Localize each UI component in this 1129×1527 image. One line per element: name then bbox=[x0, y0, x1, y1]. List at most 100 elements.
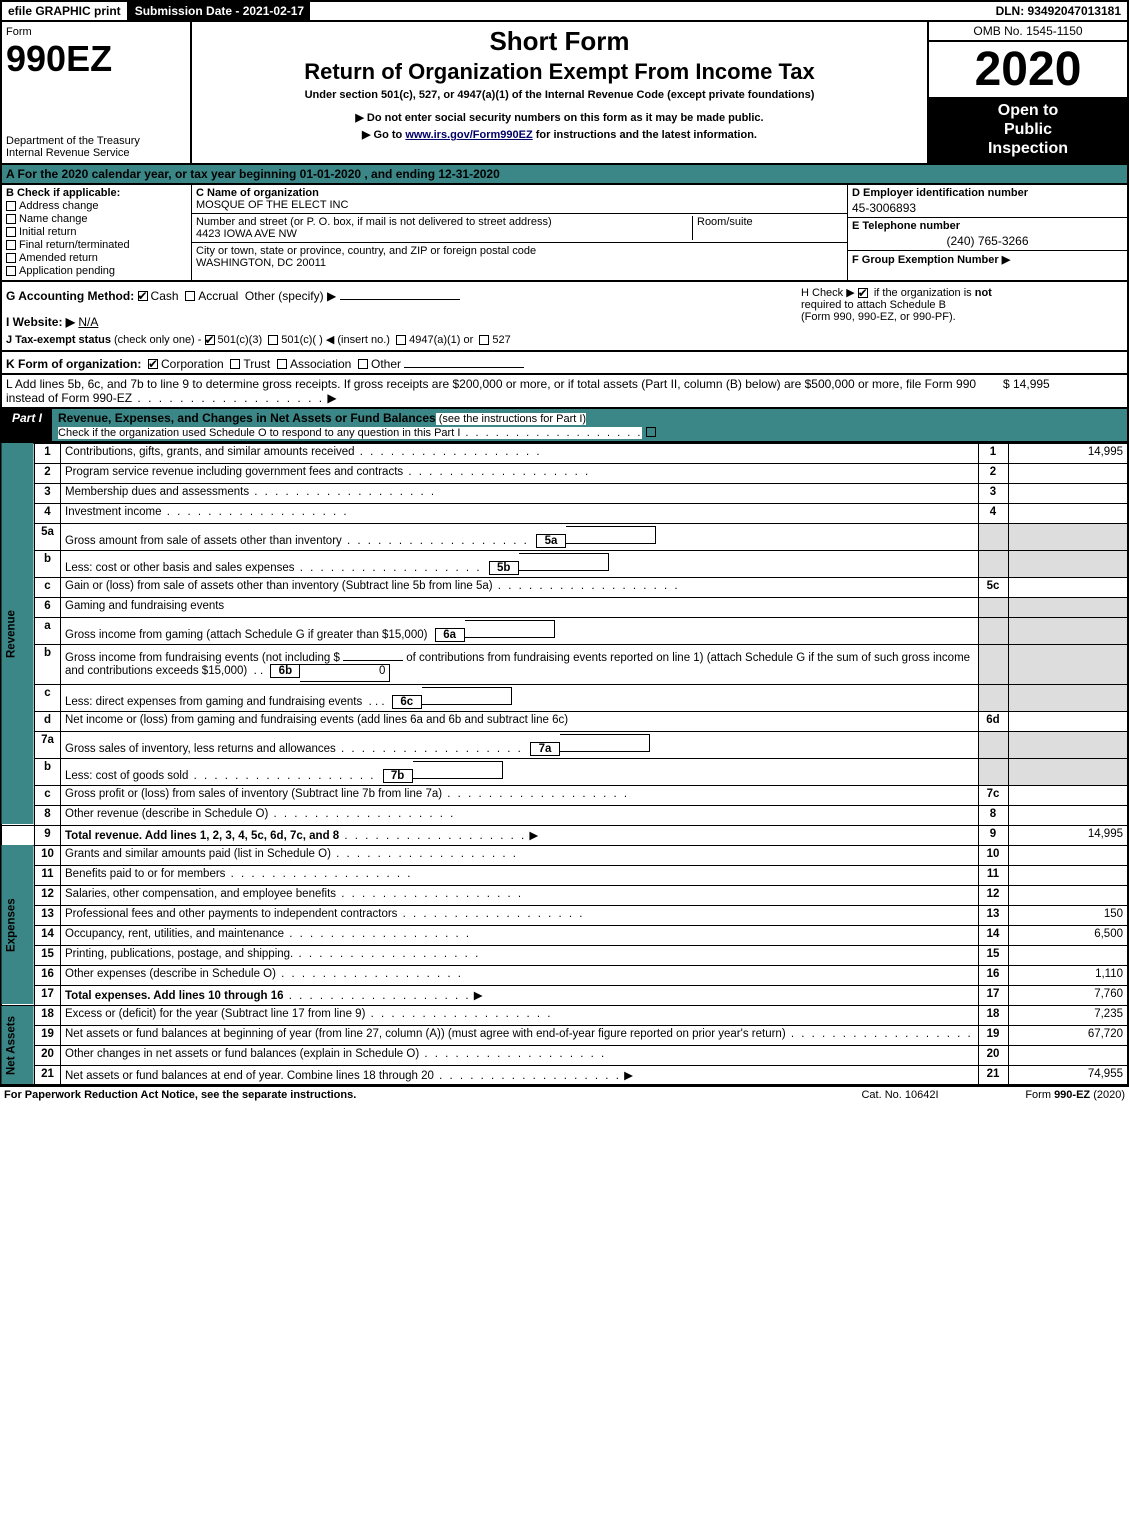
insp2: Public bbox=[933, 120, 1123, 139]
sub3-post: for instructions and the latest informat… bbox=[533, 129, 757, 141]
cb-501c[interactable] bbox=[268, 335, 278, 345]
ln19-num: 19 bbox=[35, 1025, 61, 1045]
ln12-amt bbox=[1008, 885, 1128, 905]
ln9-col: 9 bbox=[978, 825, 1008, 845]
ln2-amt bbox=[1008, 463, 1128, 483]
cb-corp[interactable] bbox=[148, 359, 158, 369]
return-title: Return of Organization Exempt From Incom… bbox=[200, 59, 919, 85]
section-def: D Employer identification number 45-3006… bbox=[847, 185, 1127, 280]
cb-address-change[interactable]: Address change bbox=[6, 200, 187, 212]
cb-other-org[interactable] bbox=[358, 359, 368, 369]
part1-label: Part I bbox=[2, 409, 52, 441]
k-label: K Form of organization: bbox=[6, 357, 141, 371]
ln6c-box: 6c bbox=[392, 695, 422, 709]
ln7c-col: 7c bbox=[978, 785, 1008, 805]
f-group-label: F Group Exemption Number ▶ bbox=[852, 254, 1010, 266]
cb-cash[interactable] bbox=[138, 291, 148, 301]
cb-amended-return[interactable]: Amended return bbox=[6, 252, 187, 264]
ln6c-num: c bbox=[35, 684, 61, 711]
ln13-desc: Professional fees and other payments to … bbox=[61, 905, 979, 925]
g-other-field[interactable] bbox=[340, 286, 460, 300]
ln11-amt bbox=[1008, 865, 1128, 885]
org-street: 4423 IOWA AVE NW bbox=[196, 228, 297, 240]
ln6b-fill[interactable] bbox=[343, 647, 403, 661]
ln9-num: 9 bbox=[35, 825, 61, 845]
ln7a-num: 7a bbox=[35, 731, 61, 758]
ln8-num: 8 bbox=[35, 805, 61, 825]
form-header: Form 990EZ Department of the Treasury In… bbox=[0, 22, 1129, 165]
dept-treasury: Department of the Treasury bbox=[6, 135, 186, 147]
ln20-amt bbox=[1008, 1045, 1128, 1065]
l-row: L Add lines 5b, 6c, and 7b to line 9 to … bbox=[0, 375, 1129, 409]
ln21-col: 21 bbox=[978, 1065, 1008, 1085]
j-opt2: 501(c)( ) ◀ (insert no.) bbox=[281, 334, 390, 346]
ln14-col: 14 bbox=[978, 925, 1008, 945]
ln6-desc: Gaming and fundraising events bbox=[61, 597, 979, 617]
ln5b-desc: Less: cost or other basis and sales expe… bbox=[61, 550, 979, 577]
cb-schedule-o[interactable] bbox=[646, 427, 656, 437]
l-amount: $ 14,995 bbox=[1003, 377, 1123, 405]
ln13-col: 13 bbox=[978, 905, 1008, 925]
ln2-col: 2 bbox=[978, 463, 1008, 483]
cb-527[interactable] bbox=[479, 335, 489, 345]
ln21-amt: 74,955 bbox=[1008, 1065, 1128, 1085]
form990ez-link[interactable]: www.irs.gov/Form990EZ bbox=[405, 129, 532, 141]
ln5c-desc: Gain or (loss) from sale of assets other… bbox=[61, 577, 979, 597]
ln10-desc: Grants and similar amounts paid (list in… bbox=[61, 845, 979, 865]
cb-name-change[interactable]: Name change bbox=[6, 213, 187, 225]
ln6b-desc: Gross income from fundraising events (no… bbox=[61, 644, 979, 684]
ln7b-val bbox=[413, 761, 503, 779]
ln5a-num: 5a bbox=[35, 523, 61, 550]
entity-block: B Check if applicable: Address change Na… bbox=[0, 185, 1129, 282]
ln5a-val bbox=[566, 526, 656, 544]
cb-accrual[interactable] bbox=[185, 291, 195, 301]
part1-title-wrap: Revenue, Expenses, and Changes in Net As… bbox=[52, 409, 1127, 441]
header-sub1: Under section 501(c), 527, or 4947(a)(1)… bbox=[200, 89, 919, 101]
ln10-num: 10 bbox=[35, 845, 61, 865]
cb-application-pending[interactable]: Application pending bbox=[6, 265, 187, 277]
ln18-desc: Excess or (deficit) for the year (Subtra… bbox=[61, 1005, 979, 1025]
ln20-col: 20 bbox=[978, 1045, 1008, 1065]
ln5c-num: c bbox=[35, 577, 61, 597]
cb-4947[interactable] bbox=[396, 335, 406, 345]
tax-year: 2020 bbox=[929, 42, 1127, 97]
j-note: (check only one) - bbox=[114, 334, 204, 346]
cb-final-return[interactable]: Final return/terminated bbox=[6, 239, 187, 251]
ln7b-desc: Less: cost of goods sold 7b bbox=[61, 758, 979, 785]
ln8-amt bbox=[1008, 805, 1128, 825]
h-text2: if the organization is bbox=[874, 287, 975, 299]
cb-initial-return[interactable]: Initial return bbox=[6, 226, 187, 238]
ln5b-val bbox=[519, 553, 609, 571]
phone-value: (240) 765-3266 bbox=[852, 234, 1123, 248]
part1-sub: Check if the organization used Schedule … bbox=[58, 427, 460, 439]
ln6c-val bbox=[422, 687, 512, 705]
ln17-amt: 7,760 bbox=[1008, 985, 1128, 1005]
cb-501c3[interactable] bbox=[205, 335, 215, 345]
h-block: H Check ▶ if the organization is not req… bbox=[793, 286, 1123, 346]
omb-number: OMB No. 1545-1150 bbox=[929, 22, 1127, 42]
ln7c-amt bbox=[1008, 785, 1128, 805]
efile-label: efile GRAPHIC print bbox=[2, 2, 129, 20]
ln13-num: 13 bbox=[35, 905, 61, 925]
g-cash: Cash bbox=[151, 289, 179, 303]
ln6b-val: 0 bbox=[300, 664, 390, 682]
header-sub3: ▶ Go to www.irs.gov/Form990EZ for instru… bbox=[200, 128, 919, 141]
g-accrual: Accrual bbox=[198, 289, 238, 303]
ln15-num: 15 bbox=[35, 945, 61, 965]
g-label: G Accounting Method: bbox=[6, 289, 134, 303]
h-text1: H Check ▶ bbox=[801, 287, 858, 299]
cb-trust[interactable] bbox=[230, 359, 240, 369]
org-city: WASHINGTON, DC 20011 bbox=[196, 257, 326, 269]
ln15-col: 15 bbox=[978, 945, 1008, 965]
ln11-desc: Benefits paid to or for members bbox=[61, 865, 979, 885]
cb-assoc[interactable] bbox=[277, 359, 287, 369]
ln1-col: 1 bbox=[978, 443, 1008, 463]
ln14-amt: 6,500 bbox=[1008, 925, 1128, 945]
k-other-field[interactable] bbox=[404, 354, 524, 368]
d-ein-label: D Employer identification number bbox=[852, 187, 1028, 199]
part1-header: Part I Revenue, Expenses, and Changes in… bbox=[0, 409, 1129, 443]
org-name: MOSQUE OF THE ELECT INC bbox=[196, 199, 348, 211]
k-row: K Form of organization: Corporation Trus… bbox=[0, 352, 1129, 375]
side-expenses: Expenses bbox=[1, 845, 35, 1005]
cb-h[interactable] bbox=[858, 288, 868, 298]
